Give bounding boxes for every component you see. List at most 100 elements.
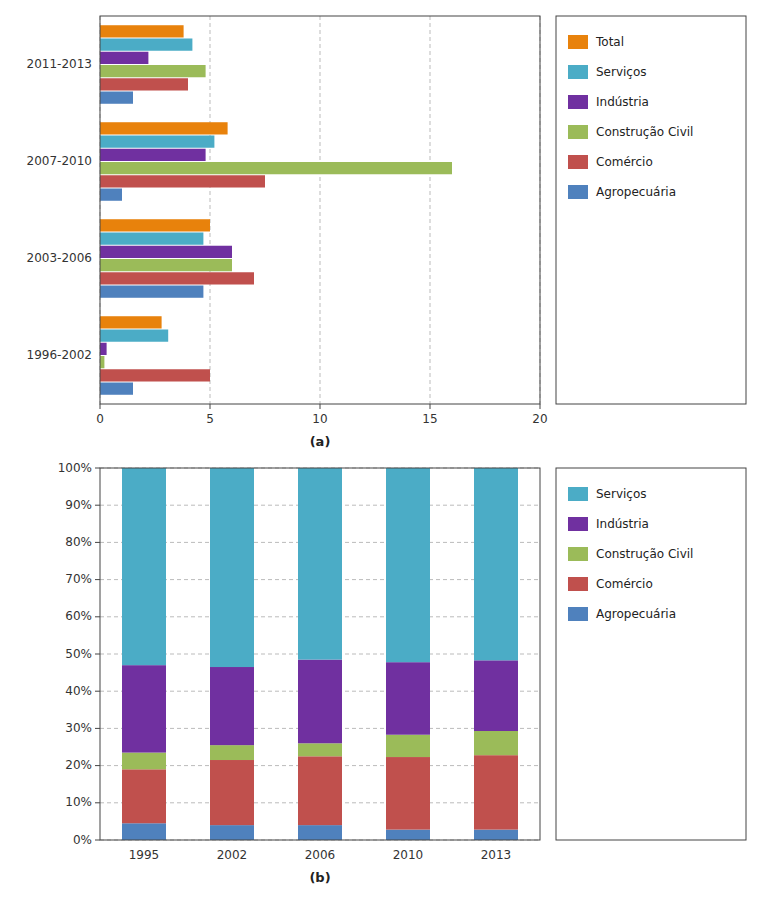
bar-segment bbox=[122, 823, 166, 840]
bar bbox=[100, 316, 162, 328]
bar bbox=[100, 369, 210, 381]
tick-label: 70% bbox=[65, 572, 92, 586]
plot-frame bbox=[100, 16, 540, 404]
tick-label: 20 bbox=[532, 412, 547, 426]
category-label: 1996-2002 bbox=[27, 348, 92, 362]
marks bbox=[100, 25, 452, 395]
bar-segment bbox=[210, 667, 254, 745]
bar-segment bbox=[122, 468, 166, 665]
tick bbox=[95, 765, 100, 766]
legend-label: Serviços bbox=[596, 487, 647, 501]
tick bbox=[95, 579, 100, 580]
category-label: 2013 bbox=[481, 848, 512, 862]
tick bbox=[95, 654, 100, 655]
tick bbox=[95, 728, 100, 729]
bar-segment bbox=[386, 757, 430, 830]
bar-segment bbox=[122, 753, 166, 770]
legend-swatch bbox=[568, 547, 588, 561]
legend-swatch bbox=[568, 487, 588, 501]
legend-swatch bbox=[568, 607, 588, 621]
bar-segment bbox=[474, 830, 518, 840]
bar bbox=[100, 135, 214, 147]
legend-swatch bbox=[568, 577, 588, 591]
legend-label: Indústria bbox=[596, 517, 649, 531]
bar-segment bbox=[298, 660, 342, 744]
legend-swatch bbox=[568, 95, 588, 109]
tick-label: 30% bbox=[65, 721, 92, 735]
tick-label: 40% bbox=[65, 684, 92, 698]
tick-label: 60% bbox=[65, 609, 92, 623]
legend: Serviços Indústria Construção Civil Comérci… bbox=[556, 468, 746, 840]
bar bbox=[100, 52, 148, 64]
marks bbox=[122, 468, 518, 840]
bar-segment bbox=[474, 755, 518, 829]
tick bbox=[95, 840, 100, 841]
tick bbox=[95, 468, 100, 469]
tick-label: 15 bbox=[422, 412, 437, 426]
category-label: 2006 bbox=[305, 848, 336, 862]
legend-swatch bbox=[568, 65, 588, 79]
legend-label: Comércio bbox=[596, 577, 653, 591]
tick-label: 0% bbox=[73, 833, 92, 847]
bar bbox=[100, 383, 133, 395]
category-label: 2007-2010 bbox=[27, 154, 92, 168]
bar bbox=[100, 25, 184, 37]
grid bbox=[100, 16, 540, 404]
legend-swatch bbox=[568, 155, 588, 169]
tick-label: 10% bbox=[65, 795, 92, 809]
tick-label: 10 bbox=[312, 412, 327, 426]
legend-label: Indústria bbox=[596, 95, 649, 109]
tick bbox=[95, 691, 100, 692]
grid-line bbox=[210, 16, 211, 404]
bar bbox=[100, 272, 254, 284]
bar-segment bbox=[474, 731, 518, 755]
bar bbox=[100, 149, 206, 161]
category-label: 2010 bbox=[393, 848, 424, 862]
bar-segment bbox=[210, 468, 254, 667]
bar-segment bbox=[298, 825, 342, 840]
tick-label: 20% bbox=[65, 758, 92, 772]
axis-label: (a) bbox=[310, 434, 331, 449]
bar bbox=[100, 92, 133, 104]
category-label: 1995 bbox=[129, 848, 160, 862]
legend-frame bbox=[556, 16, 746, 404]
legend-label: Agropecuária bbox=[596, 185, 676, 199]
axis-label: (b) bbox=[309, 870, 330, 885]
tick bbox=[95, 616, 100, 617]
legend-swatch bbox=[568, 125, 588, 139]
category-label: 2003-2006 bbox=[27, 251, 92, 265]
bar-segment bbox=[122, 665, 166, 752]
tick bbox=[540, 404, 541, 409]
bar bbox=[100, 286, 203, 298]
tick-label: 100% bbox=[58, 461, 92, 475]
bar-segment bbox=[210, 745, 254, 760]
bar-segment bbox=[298, 756, 342, 825]
tick bbox=[95, 802, 100, 803]
axes: 051015201996-20022003-20062007-20102011-… bbox=[27, 16, 548, 449]
bar-segment bbox=[386, 830, 430, 840]
legend-swatch bbox=[568, 185, 588, 199]
legend-label: Construção Civil bbox=[596, 547, 693, 561]
tick-label: 50% bbox=[65, 647, 92, 661]
axes: 0%10%20%30%40%50%60%70%80%90%100%1995200… bbox=[58, 461, 540, 886]
grid-line bbox=[430, 16, 431, 404]
bar-segment bbox=[298, 743, 342, 756]
bar-segment bbox=[386, 662, 430, 735]
legend-label: Comércio bbox=[596, 155, 653, 169]
bar-segment bbox=[210, 760, 254, 825]
panel: 0%10%20%30%40%50%60%70%80%90%100%1995200… bbox=[58, 461, 746, 886]
bar bbox=[100, 162, 452, 174]
bar bbox=[100, 329, 168, 341]
bar-segment bbox=[210, 825, 254, 840]
bar bbox=[100, 219, 210, 231]
bar bbox=[100, 78, 188, 90]
panel: 051015201996-20022003-20062007-20102011-… bbox=[27, 16, 746, 449]
legend-label: Construção Civil bbox=[596, 125, 693, 139]
bar-segment bbox=[474, 660, 518, 731]
bar bbox=[100, 246, 232, 258]
bar bbox=[100, 38, 192, 50]
tick bbox=[95, 505, 100, 506]
tick bbox=[430, 404, 431, 409]
tick-label: 80% bbox=[65, 535, 92, 549]
bar-segment bbox=[298, 468, 342, 660]
